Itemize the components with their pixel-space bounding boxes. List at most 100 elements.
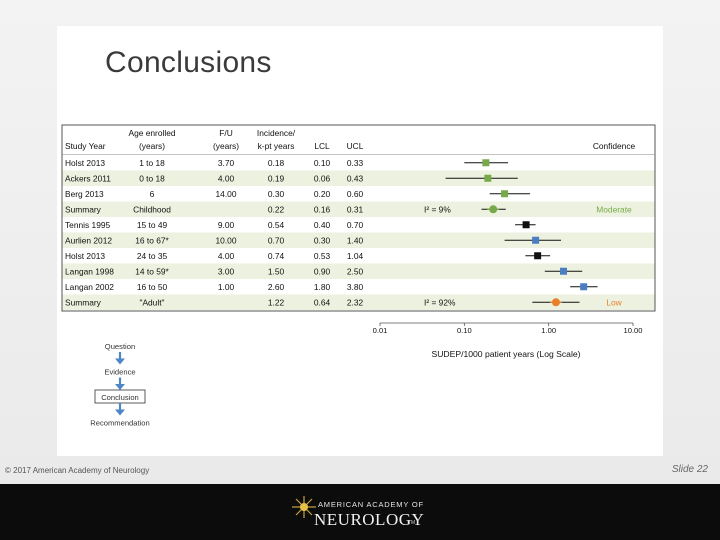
table-cell: Ackers 2011 xyxy=(65,173,111,183)
flow-step-label: Question xyxy=(105,342,135,351)
estimate-point xyxy=(484,174,492,182)
table-cell: 0.40 xyxy=(314,220,331,230)
table-cell: Holst 2013 xyxy=(65,251,105,261)
estimate-point xyxy=(482,159,490,167)
table-cell: 0.90 xyxy=(314,266,331,276)
table-cell: 2.32 xyxy=(347,297,364,307)
table-cell: 16 to 50 xyxy=(137,282,168,292)
table-cell: Holst 2013 xyxy=(65,158,105,168)
table-cell: 16 to 67* xyxy=(135,235,169,245)
table-cell: 1.80 xyxy=(314,282,331,292)
aan-logo-icon xyxy=(292,496,316,518)
estimate-point xyxy=(534,252,542,260)
table-cell: 0.19 xyxy=(268,173,285,183)
table-cell: 3.00 xyxy=(218,266,235,276)
slide-title: Conclusions xyxy=(105,46,272,79)
table-cell: 0.43 xyxy=(347,173,364,183)
table-cell: 14.00 xyxy=(216,189,237,199)
estimate-point xyxy=(501,190,509,198)
table-cell: 1.22 xyxy=(268,297,285,307)
table-cell: 3.80 xyxy=(347,282,364,292)
x-tick-label: 0.10 xyxy=(457,326,472,335)
table-cell: "Adult" xyxy=(139,297,164,307)
x-tick-label: 0.01 xyxy=(373,326,388,335)
confidence-rating: Low xyxy=(606,297,622,307)
estimate-point xyxy=(532,236,540,244)
table-cell: 4.00 xyxy=(218,251,235,261)
table-cell: 14 to 59* xyxy=(135,266,169,276)
x-axis-label: SUDEP/1000 patient years (Log Scale) xyxy=(431,349,580,359)
table-cell: 9.00 xyxy=(218,220,235,230)
brand-name-top: AMERICAN ACADEMY OF xyxy=(318,500,424,509)
x-tick-label: 10.00 xyxy=(623,326,642,335)
column-header: Incidence/ xyxy=(257,128,296,138)
column-header: (years) xyxy=(139,141,165,151)
table-cell: Berg 2013 xyxy=(65,189,104,199)
table-cell: 1.04 xyxy=(347,251,364,261)
table-cell: 0.22 xyxy=(268,204,285,214)
table-cell: 0.60 xyxy=(347,189,364,199)
table-cell: 2.50 xyxy=(347,266,364,276)
column-header: k-pt years xyxy=(258,141,295,151)
table-cell: 0.54 xyxy=(268,220,285,230)
table-cell: 0.53 xyxy=(314,251,331,261)
row-shade xyxy=(62,263,655,279)
heterogeneity-label: I² = 92% xyxy=(424,297,456,307)
table-cell: 15 to 49 xyxy=(137,220,168,230)
estimate-point xyxy=(522,221,530,229)
column-header: Study Year xyxy=(65,141,106,151)
table-cell: 2.60 xyxy=(268,282,285,292)
table-cell: 10.00 xyxy=(216,235,237,245)
row-shade xyxy=(62,201,655,217)
table-cell: 4.00 xyxy=(218,173,235,183)
table-cell: 0.10 xyxy=(314,158,331,168)
table-cell: Langan 2002 xyxy=(65,282,114,292)
row-shade xyxy=(62,170,655,186)
flow-arrow-head xyxy=(115,384,125,390)
table-cell: Aurlien 2012 xyxy=(65,235,112,245)
table-cell: 1.40 xyxy=(347,235,364,245)
column-header: Age enrolled xyxy=(128,128,175,138)
brand-name-main: NEUROLOGY xyxy=(314,510,425,529)
estimate-point xyxy=(580,283,588,291)
column-header: F/U xyxy=(219,128,233,138)
brand-trademark: TM xyxy=(408,520,416,526)
table-cell: 3.70 xyxy=(218,158,235,168)
heterogeneity-label: I² = 9% xyxy=(424,204,451,214)
table-cell: 0.06 xyxy=(314,173,331,183)
brand-bar xyxy=(0,484,720,540)
confidence-rating: Moderate xyxy=(596,204,632,214)
row-shade xyxy=(62,232,655,248)
table-border xyxy=(61,124,656,312)
copyright-footer: © 2017 American Academy of Neurology xyxy=(5,466,150,475)
table-cell: 1.50 xyxy=(268,266,285,276)
table-cell: 24 to 35 xyxy=(137,251,168,261)
table-cell: 0.33 xyxy=(347,158,364,168)
table-cell: 0.18 xyxy=(268,158,285,168)
table-cell: 0.31 xyxy=(347,204,364,214)
flow-arrow-head xyxy=(115,409,125,416)
table-cell: Tennis 1995 xyxy=(65,220,111,230)
table-cell: 1.00 xyxy=(218,282,235,292)
table-cell: Summary xyxy=(65,204,102,214)
table-cell: 0.30 xyxy=(314,235,331,245)
flow-step-label: Evidence xyxy=(104,368,135,377)
table-cell: 0.74 xyxy=(268,251,285,261)
table-cell: 0.70 xyxy=(268,235,285,245)
table-cell: 1 to 18 xyxy=(139,158,165,168)
column-header: (years) xyxy=(213,141,239,151)
x-tick-label: 1.00 xyxy=(541,326,556,335)
table-cell: 0 to 18 xyxy=(139,173,165,183)
table-cell: 0.70 xyxy=(347,220,364,230)
table-cell: 0.64 xyxy=(314,297,331,307)
table-cell: Summary xyxy=(65,297,102,307)
flow-step-label: Recommendation xyxy=(90,419,150,428)
table-cell: 0.30 xyxy=(268,189,285,199)
slide-number: Slide 22 xyxy=(671,464,708,475)
table-cell: 6 xyxy=(150,189,155,199)
row-shade xyxy=(62,294,655,310)
estimate-point xyxy=(560,267,568,275)
column-header: UCL xyxy=(347,141,364,151)
